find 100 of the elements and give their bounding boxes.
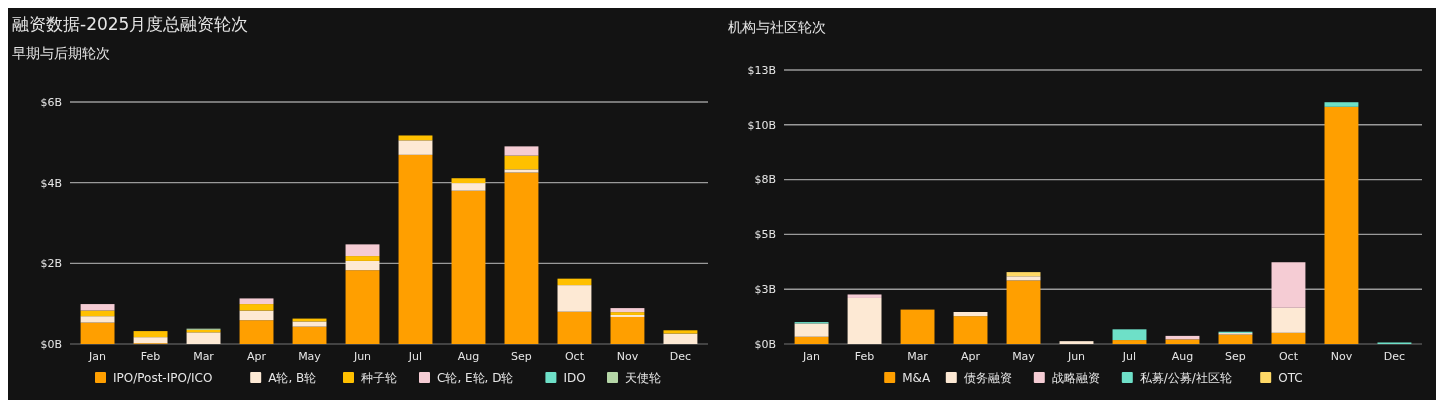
bar <box>1271 262 1306 308</box>
bar <box>847 294 882 298</box>
y-tick-label: $10B <box>747 118 776 132</box>
x-tick-label: Nov <box>616 350 639 363</box>
x-tick-label: Jul <box>407 350 423 363</box>
bar <box>398 135 433 141</box>
x-tick-label: Jan <box>88 350 107 363</box>
bar <box>1271 332 1306 344</box>
bar <box>345 244 380 257</box>
bar <box>133 331 168 338</box>
bar <box>451 190 486 344</box>
bar <box>663 333 698 344</box>
bar <box>794 336 829 344</box>
x-tick-label: Aug <box>1171 350 1194 363</box>
bar <box>504 146 539 156</box>
bar <box>186 332 221 344</box>
legend-label: OTC <box>1278 371 1303 385</box>
bar <box>1271 307 1306 333</box>
x-tick-label: May <box>1012 350 1036 363</box>
y-tick-label: $6B <box>40 95 62 109</box>
bar <box>504 155 539 170</box>
bar <box>1006 272 1041 277</box>
legend-label: 私募/公募/社区轮 <box>1139 371 1232 385</box>
x-tick-label: Jan <box>802 350 821 363</box>
bar <box>504 172 539 344</box>
bar <box>292 326 327 344</box>
x-tick-label: Sep <box>1225 350 1246 363</box>
bar <box>398 154 433 344</box>
x-tick-label: Oct <box>564 350 585 363</box>
legend-label: IPO/Post-IPO/ICO <box>113 371 213 385</box>
bar <box>1059 341 1094 344</box>
bar <box>239 320 274 344</box>
legend-label: A轮, B轮 <box>268 371 317 385</box>
x-tick-label: Apr <box>247 350 267 363</box>
bar <box>557 311 592 344</box>
legend-label: C轮, E轮, D轮 <box>437 371 514 385</box>
chart-title: 机构与社区轮次 <box>728 19 826 35</box>
bar <box>1112 340 1147 344</box>
bar <box>239 304 274 311</box>
bar <box>1324 102 1359 107</box>
bar <box>345 270 380 344</box>
x-tick-label: Feb <box>140 350 161 363</box>
x-tick-label: Nov <box>1330 350 1353 363</box>
bar <box>1006 280 1041 344</box>
bar <box>1165 339 1200 344</box>
y-tick-label: $5B <box>754 228 776 242</box>
x-tick-label: Dec <box>1383 350 1406 363</box>
bar <box>1006 276 1041 281</box>
bar <box>504 169 539 173</box>
chart-subtitle: 早期与后期轮次 <box>12 45 110 61</box>
y-tick-label: $0B <box>40 337 62 351</box>
x-tick-label: May <box>298 350 322 363</box>
x-tick-label: Feb <box>854 350 875 363</box>
x-tick-label: Sep <box>511 350 532 363</box>
bar <box>794 323 829 337</box>
bar <box>451 178 486 184</box>
y-tick-label: $3B <box>754 283 776 297</box>
bar <box>239 310 274 321</box>
x-tick-label: Mar <box>907 350 929 363</box>
legend-label: 种子轮 <box>361 371 397 385</box>
y-tick-label: $2B <box>40 257 62 271</box>
x-tick-label: Aug <box>457 350 480 363</box>
bar <box>451 183 486 191</box>
bar <box>239 298 274 305</box>
y-tick-label: $13B <box>747 63 776 77</box>
bar <box>80 316 115 323</box>
bar <box>663 330 698 334</box>
legend-label: 债务融资 <box>963 371 1012 385</box>
bar <box>345 260 380 271</box>
bar <box>133 337 168 344</box>
bar <box>610 316 645 344</box>
legend-label: IDO <box>563 371 586 385</box>
y-tick-label: $0B <box>754 337 776 351</box>
legend-label: M&A <box>902 371 931 385</box>
legend-label: 天使轮 <box>625 371 661 385</box>
bar <box>398 140 433 155</box>
x-tick-label: Jun <box>352 350 372 363</box>
legend-label: 战略融资 <box>1051 371 1100 385</box>
x-tick-label: Apr <box>961 350 981 363</box>
x-tick-label: Dec <box>669 350 692 363</box>
bar <box>953 312 988 317</box>
bar <box>1112 329 1147 341</box>
bar <box>557 285 592 312</box>
x-tick-label: Oct <box>1278 350 1299 363</box>
bar <box>610 308 645 313</box>
x-tick-label: Jul <box>1121 350 1137 363</box>
x-tick-label: Mar <box>193 350 215 363</box>
bar <box>80 322 115 344</box>
y-tick-label: $4B <box>40 176 62 190</box>
bar <box>80 304 115 311</box>
bar <box>345 256 380 261</box>
x-tick-label: Jun <box>1066 350 1086 363</box>
bar <box>1324 106 1359 344</box>
bar <box>557 278 592 286</box>
bar <box>292 321 327 327</box>
bar <box>847 297 882 344</box>
y-tick-label: $8B <box>754 173 776 187</box>
bar <box>900 309 935 344</box>
chart-title: 融资数据-2025月度总融资轮次 <box>12 14 249 34</box>
bar <box>1218 334 1253 344</box>
